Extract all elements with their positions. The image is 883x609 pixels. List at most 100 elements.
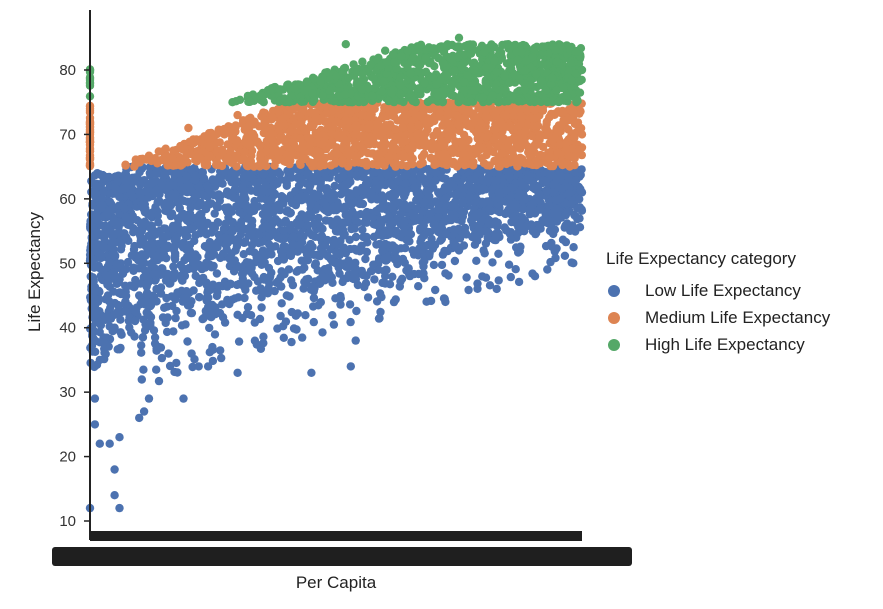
point-low: [144, 240, 153, 249]
point-medium: [485, 161, 494, 170]
point-low: [511, 265, 520, 274]
point-low: [116, 289, 126, 299]
point-low: [372, 297, 382, 306]
point-low: [361, 254, 370, 264]
point-low: [230, 256, 239, 265]
point-medium: [569, 108, 578, 117]
point-low: [564, 189, 574, 198]
point-low: [370, 275, 379, 284]
point-low: [216, 174, 225, 183]
point-low: [92, 182, 101, 191]
point-low: [355, 199, 364, 209]
point-low: [178, 276, 187, 285]
point-low: [370, 220, 380, 229]
point-low: [535, 196, 544, 205]
point-low: [378, 246, 387, 255]
point-low: [423, 187, 432, 197]
point-medium: [524, 159, 534, 168]
point-low: [281, 317, 291, 326]
point-low: [250, 336, 260, 345]
point-medium: [357, 131, 367, 141]
point-low: [172, 358, 181, 368]
point-low: [512, 202, 521, 211]
point-medium: [340, 134, 349, 144]
point-low: [536, 205, 545, 214]
point-low: [111, 271, 120, 280]
point-low: [552, 175, 561, 184]
point-medium: [169, 146, 178, 155]
point-low: [449, 225, 458, 234]
point-low: [205, 323, 214, 333]
point-medium: [420, 149, 429, 159]
point-low: [100, 344, 109, 353]
point-low: [331, 226, 341, 236]
point-low: [570, 177, 580, 187]
point-low: [121, 184, 130, 193]
point-medium: [552, 125, 561, 134]
point-medium: [481, 106, 491, 116]
point-low: [575, 223, 585, 232]
point-medium: [521, 126, 530, 135]
point-medium: [309, 159, 319, 168]
point-low: [137, 257, 147, 266]
point-medium: [275, 147, 284, 156]
point-low: [391, 295, 400, 304]
point-low: [140, 187, 150, 196]
point-low: [180, 255, 189, 265]
point-low: [353, 280, 363, 290]
point-medium: [399, 153, 408, 162]
point-low: [203, 181, 212, 191]
point-low: [411, 248, 421, 257]
point-medium: [176, 161, 185, 170]
point-low: [107, 204, 117, 214]
point-low: [276, 282, 286, 291]
point-low: [577, 188, 587, 197]
point-low: [478, 272, 487, 281]
point-low: [130, 316, 140, 326]
point-medium: [296, 160, 305, 169]
point-low: [220, 203, 230, 212]
point-low: [269, 206, 278, 216]
point-low: [266, 272, 275, 281]
point-medium: [316, 160, 326, 170]
point-low: [210, 209, 219, 218]
point-low: [425, 249, 434, 258]
point-low: [566, 199, 576, 208]
point-medium: [429, 131, 438, 140]
point-low: [207, 261, 216, 270]
point-medium: [373, 118, 383, 128]
point-low: [401, 179, 410, 188]
point-medium: [242, 160, 251, 170]
point-medium: [570, 133, 579, 142]
point-low: [309, 317, 318, 327]
point-low: [163, 269, 172, 279]
point-low: [89, 347, 98, 356]
point-low: [412, 196, 421, 205]
point-medium: [516, 144, 525, 153]
point-low: [516, 178, 525, 188]
point-low: [151, 230, 160, 239]
point-medium: [484, 147, 493, 156]
point-low: [123, 257, 133, 267]
point-medium: [159, 156, 168, 165]
point-low: [330, 181, 339, 191]
point-low: [121, 213, 131, 222]
point-low: [103, 210, 112, 219]
point-low: [232, 280, 242, 290]
point-low: [345, 300, 355, 309]
point-low: [207, 303, 216, 312]
point-low: [123, 174, 133, 184]
point-low: [213, 201, 222, 210]
point-low: [382, 255, 392, 264]
point-medium: [332, 149, 342, 159]
point-low: [526, 204, 535, 213]
point-low: [216, 346, 225, 355]
point-low: [270, 286, 279, 296]
point-low: [352, 188, 361, 197]
point-low: [414, 282, 423, 291]
point-low: [231, 246, 240, 255]
point-low: [214, 192, 223, 201]
point-low: [320, 241, 330, 250]
point-medium: [459, 130, 469, 140]
point-low: [300, 192, 310, 201]
